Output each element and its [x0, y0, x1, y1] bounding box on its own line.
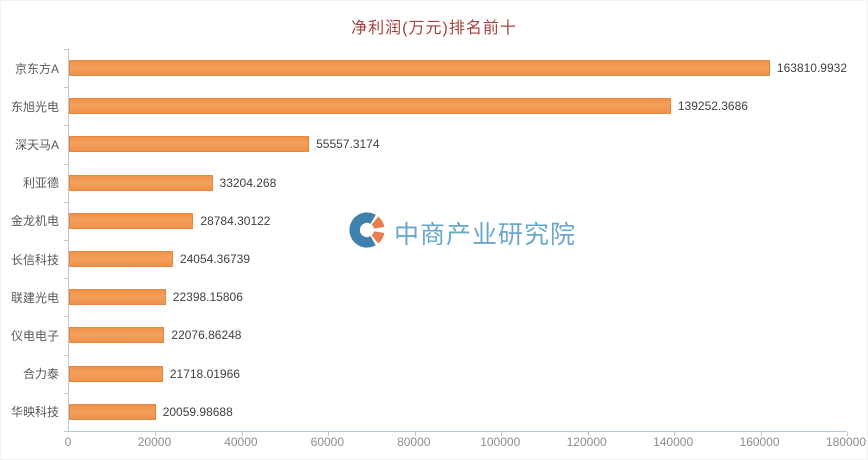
value-label: 24054.36739 — [179, 252, 251, 267]
x-tick-label: 40000 — [224, 435, 258, 449]
y-tick-mark — [64, 87, 68, 89]
y-tick-mark — [64, 49, 68, 50]
bar — [69, 289, 166, 306]
bar — [69, 136, 310, 153]
x-tick-mark — [414, 432, 416, 436]
watermark-logo-icon — [348, 211, 386, 254]
x-tick-label: 100000 — [480, 435, 521, 449]
y-tick-mark — [64, 431, 68, 432]
plot-area: 京东方A 163810.9932 东旭光电 139252.3686 深天马A 55557.… — [11, 49, 848, 436]
bar-row: 利亚德 33204.268 — [23, 164, 847, 202]
y-tick-mark — [64, 163, 68, 165]
bar-row: 东旭光电 139252.3686 — [11, 87, 847, 125]
x-tick-mark — [587, 432, 589, 436]
bar-row: 深天马A 55557.3174 — [15, 125, 847, 163]
category-label: 东旭光电 — [10, 99, 59, 114]
y-tick-mark — [64, 125, 68, 127]
bar — [69, 98, 671, 115]
category-label: 联建光电 — [10, 290, 59, 305]
y-tick-mark — [64, 316, 68, 318]
bar-rows: 京东方A 163810.9932 东旭光电 139252.3686 深天马A 55557.… — [11, 49, 847, 431]
x-tick-mark — [241, 432, 243, 436]
x-tick-label: 120000 — [566, 435, 607, 449]
value-label: 22398.15806 — [172, 290, 243, 305]
bar — [69, 251, 173, 268]
x-axis-labels: 0 20000 40000 60000 80000 100000 120000 140000 1… — [64, 435, 866, 451]
value-label: 163810.9932 — [776, 61, 847, 76]
value-label: 22076.86248 — [171, 328, 242, 343]
x-tick-label: 20000 — [137, 435, 172, 449]
x-tick-mark — [760, 432, 762, 436]
value-label: 28784.30122 — [200, 213, 271, 228]
category-label: 合力泰 — [22, 367, 59, 382]
x-tick-label: 140000 — [653, 435, 694, 449]
y-tick-mark — [64, 240, 68, 241]
y-tick-mark — [64, 201, 68, 203]
watermark-text: 中商产业研究院 — [394, 220, 577, 249]
bar — [69, 212, 194, 229]
bar — [69, 60, 770, 77]
x-tick-mark — [501, 432, 503, 436]
bar — [69, 174, 213, 191]
category-label: 仪电电子 — [10, 328, 59, 343]
bar-row: 仪电电子 22076.86248 — [11, 316, 847, 354]
category-label: 长信科技 — [10, 252, 59, 267]
category-label: 京东方A — [14, 61, 59, 76]
x-tick-mark — [328, 432, 330, 436]
category-label: 深天马A — [14, 137, 59, 152]
value-label: 21718.01966 — [169, 366, 240, 381]
x-tick-mark — [847, 432, 848, 436]
x-tick-label: 180000 — [825, 435, 867, 449]
x-tick-label: 80000 — [397, 435, 431, 449]
bar-row: 华映科技 20059.98688 — [11, 393, 847, 431]
y-tick-mark — [64, 392, 68, 394]
x-tick-label: 60000 — [310, 435, 345, 449]
category-label: 金龙机电 — [10, 214, 59, 229]
x-tick-label: 160000 — [739, 435, 780, 449]
value-label: 20059.98688 — [162, 404, 233, 419]
chart-title: 净利润(万元)排名前十 — [351, 20, 517, 37]
category-label: 华映科技 — [10, 405, 59, 420]
value-label: 33204.268 — [219, 175, 277, 190]
value-label: 55557.3174 — [316, 137, 380, 152]
bar-row: 联建光电 22398.15806 — [11, 278, 847, 316]
bar — [69, 327, 165, 344]
watermark: 中商产业研究院 — [348, 211, 576, 254]
bar-row: 金龙机电 28784.30122 — [11, 202, 847, 240]
category-label: 利亚德 — [22, 176, 59, 191]
x-tick-mark — [155, 432, 157, 436]
bar-row: 合力泰 21718.01966 — [23, 355, 847, 393]
value-label: 139252.3686 — [677, 99, 748, 114]
bar — [69, 403, 156, 420]
bar-row: 长信科技 24054.36739 — [11, 240, 847, 278]
y-tick-mark — [64, 278, 68, 280]
bar — [69, 365, 163, 382]
bar-row: 京东方A 163810.9932 — [15, 49, 847, 87]
x-tick-label: 0 — [64, 435, 72, 449]
x-tick-mark — [674, 432, 676, 436]
y-tick-mark — [64, 354, 68, 356]
